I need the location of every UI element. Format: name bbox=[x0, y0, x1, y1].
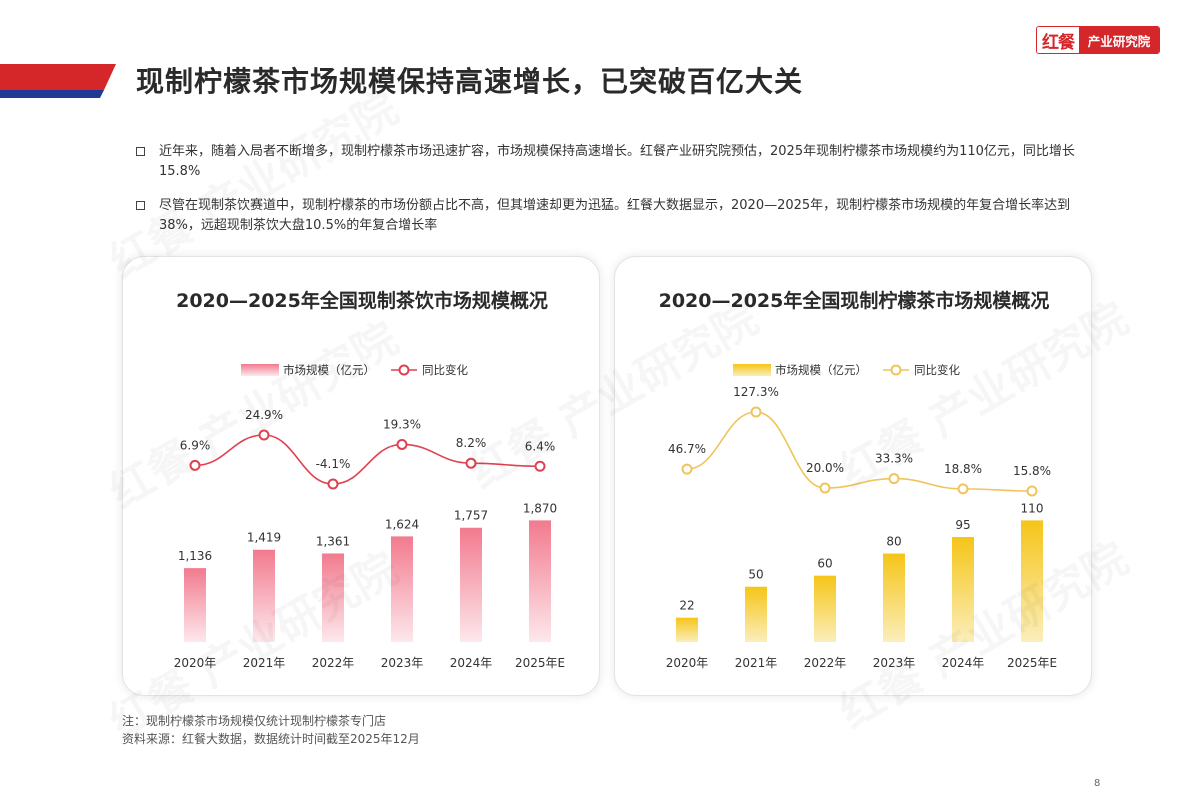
bar-value-label: 22 bbox=[679, 599, 694, 613]
bar bbox=[460, 527, 482, 642]
bar bbox=[253, 549, 275, 642]
bullet-text: 近年来，随着入局者不断增多，现制柠檬茶市场迅速扩容，市场规模保持高速增长。红餐产… bbox=[159, 144, 1075, 179]
legend-label-line: 同比变化 bbox=[914, 363, 960, 377]
bullet-text: 尽管在现制茶饮赛道中，现制柠檬茶的市场份额占比不高，但其增速却更为迅猛。红餐大数… bbox=[159, 198, 1071, 233]
x-tick-label: 2024年 bbox=[450, 656, 493, 670]
bar-value-label: 80 bbox=[886, 535, 901, 549]
bar bbox=[529, 520, 551, 642]
yoy-point bbox=[327, 478, 339, 490]
yoy-value-label: 127.3% bbox=[733, 385, 779, 399]
bar bbox=[391, 536, 413, 642]
bar bbox=[952, 536, 974, 642]
logo-text: 产业研究院 bbox=[1079, 27, 1159, 53]
x-tick-label: 2021年 bbox=[735, 656, 778, 670]
bar-value-label: 60 bbox=[817, 557, 832, 571]
brand-logo: 红餐 产业研究院 bbox=[1036, 26, 1160, 54]
yoy-point bbox=[957, 483, 969, 495]
bar bbox=[322, 553, 344, 642]
yoy-value-label: -4.1% bbox=[316, 457, 351, 471]
yoy-value-label: 18.8% bbox=[944, 462, 982, 476]
bullet-item: 尽管在现制茶饮赛道中，现制柠檬茶的市场份额占比不高，但其增速却更为迅猛。红餐大数… bbox=[136, 196, 1096, 236]
footnotes: 注：现制柠檬茶市场规模仅统计现制柠檬茶专门店 资料来源：红餐大数据，数据统计时间… bbox=[122, 712, 420, 748]
yoy-value-label: 6.9% bbox=[180, 438, 211, 452]
x-tick-label: 2023年 bbox=[381, 656, 424, 670]
header-accent-banner bbox=[0, 64, 116, 98]
yoy-value-label: 20.0% bbox=[806, 461, 844, 475]
yoy-value-label: 8.2% bbox=[456, 436, 487, 450]
yoy-value-label: 15.8% bbox=[1013, 464, 1051, 478]
bar-value-label: 1,757 bbox=[454, 509, 488, 523]
x-tick-label: 2025年E bbox=[1007, 656, 1057, 670]
yoy-value-label: 24.9% bbox=[245, 408, 283, 422]
logo-mark: 红餐 bbox=[1037, 27, 1079, 53]
yoy-line bbox=[686, 411, 1033, 492]
footnote-note: 注：现制柠檬茶市场规模仅统计现制柠檬茶专门店 bbox=[122, 714, 387, 728]
chart-title: 2020—2025年全国现制茶饮市场规模概况 bbox=[176, 289, 548, 312]
x-tick-label: 2020年 bbox=[666, 656, 709, 670]
square-bullet-icon bbox=[136, 147, 145, 156]
lemon-tea-chart-panel: 2020—2025年全国现制柠檬茶市场规模概况市场规模（亿元） 同比变化 22 50 6… bbox=[614, 256, 1092, 696]
page-title: 现制柠檬茶市场规模保持高速增长，已突破百亿大关 bbox=[136, 65, 804, 98]
yoy-point bbox=[534, 460, 546, 472]
page-number: 8 bbox=[1094, 778, 1101, 789]
bar-value-label: 1,624 bbox=[385, 517, 419, 531]
bar bbox=[184, 568, 206, 642]
bar bbox=[814, 575, 836, 642]
yoy-value-label: 46.7% bbox=[668, 442, 706, 456]
yoy-line bbox=[194, 434, 541, 485]
bar-value-label: 1,870 bbox=[523, 501, 557, 515]
square-bullet-icon bbox=[136, 201, 145, 210]
yoy-point bbox=[189, 459, 201, 471]
x-tick-label: 2025年E bbox=[515, 656, 565, 670]
yoy-point bbox=[888, 473, 900, 485]
x-tick-label: 2022年 bbox=[312, 656, 355, 670]
yoy-point bbox=[750, 406, 762, 418]
footnote-source: 资料来源：红餐大数据，数据统计时间截至2025年12月 bbox=[122, 732, 420, 746]
bar-value-label: 1,361 bbox=[316, 534, 350, 548]
tea-market-chart-panel: 2020—2025年全国现制茶饮市场规模概况市场规模（亿元） 同比变化 1,136 1… bbox=[122, 256, 600, 696]
bar bbox=[1021, 520, 1043, 642]
bullet-item: 近年来，随着入局者不断增多，现制柠檬茶市场迅速扩容，市场规模保持高速增长。红餐产… bbox=[136, 142, 1096, 182]
bar bbox=[883, 553, 905, 642]
bar-value-label: 50 bbox=[748, 568, 763, 582]
yoy-point bbox=[1026, 485, 1038, 497]
x-tick-label: 2022年 bbox=[804, 656, 847, 670]
chart-title: 2020—2025年全国现制柠檬茶市场规模概况 bbox=[659, 289, 1050, 312]
summary-bullets: 近年来，随着入局者不断增多，现制柠檬茶市场迅速扩容，市场规模保持高速增长。红餐产… bbox=[136, 142, 1096, 250]
yoy-value-label: 6.4% bbox=[525, 439, 556, 453]
bar-value-label: 1,136 bbox=[178, 549, 212, 563]
legend-label-line: 同比变化 bbox=[422, 363, 468, 377]
legend-swatch-bar bbox=[733, 364, 771, 376]
yoy-point bbox=[465, 457, 477, 469]
yoy-point bbox=[819, 482, 831, 494]
bar-value-label: 1,419 bbox=[247, 531, 281, 545]
yoy-value-label: 19.3% bbox=[383, 417, 421, 431]
legend-label-bar: 市场规模（亿元） bbox=[775, 363, 867, 377]
x-tick-label: 2020年 bbox=[174, 656, 217, 670]
bar bbox=[676, 617, 698, 642]
x-tick-label: 2024年 bbox=[942, 656, 985, 670]
yoy-point bbox=[681, 463, 693, 475]
yoy-point bbox=[258, 429, 270, 441]
bar bbox=[745, 586, 767, 642]
x-tick-label: 2021年 bbox=[243, 656, 286, 670]
yoy-point bbox=[396, 438, 408, 450]
legend-marker-line bbox=[398, 364, 410, 376]
bar-value-label: 110 bbox=[1021, 501, 1044, 515]
legend-swatch-bar bbox=[241, 364, 279, 376]
bar-value-label: 95 bbox=[955, 518, 970, 532]
legend-marker-line bbox=[890, 364, 902, 376]
yoy-value-label: 33.3% bbox=[875, 452, 913, 466]
x-tick-label: 2023年 bbox=[873, 656, 916, 670]
legend-label-bar: 市场规模（亿元） bbox=[283, 363, 375, 377]
